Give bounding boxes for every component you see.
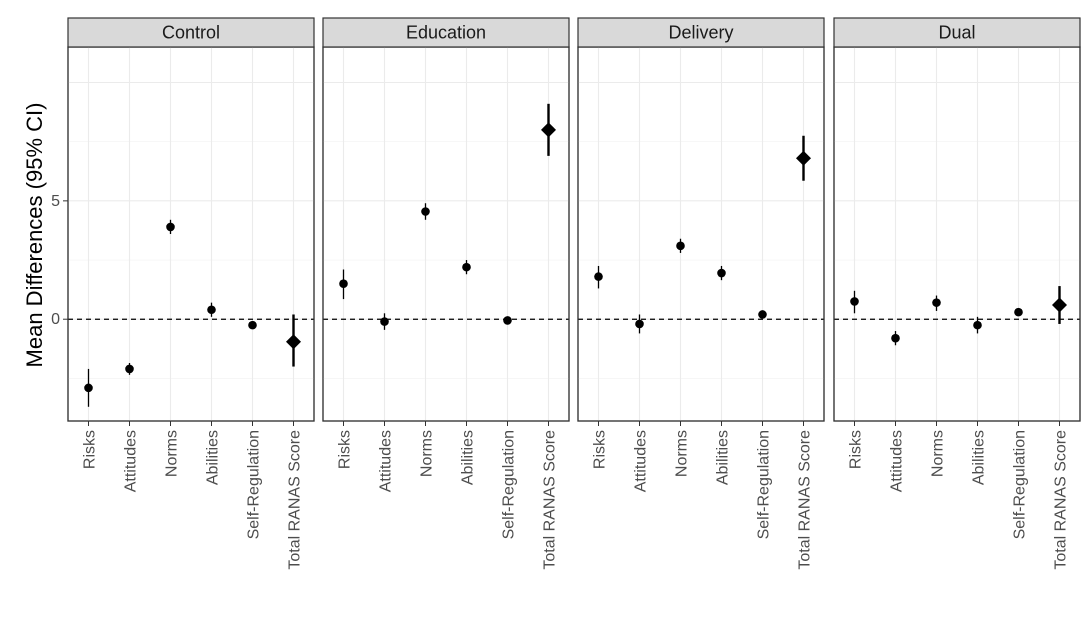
x-tick-label: Attitudes bbox=[633, 430, 650, 492]
x-tick-label: Self-Regulation bbox=[1012, 430, 1029, 539]
data-point bbox=[248, 320, 257, 330]
x-tick-label: Total RANAS Score bbox=[797, 430, 814, 570]
x-tick-label: Risks bbox=[82, 430, 99, 469]
x-tick-label: Total RANAS Score bbox=[542, 430, 559, 570]
x-tick-label: Self-Regulation bbox=[756, 430, 773, 539]
strip-label: Delivery bbox=[668, 23, 733, 43]
data-point-diamond bbox=[286, 334, 301, 350]
data-point bbox=[207, 305, 216, 315]
strip-background bbox=[833, 17, 1081, 48]
data-point-diamond bbox=[1052, 297, 1067, 313]
data-point bbox=[339, 279, 348, 289]
data-point bbox=[462, 262, 471, 272]
strip-label: Dual bbox=[938, 23, 975, 43]
data-point bbox=[758, 310, 767, 319]
x-tick-label: Total RANAS Score bbox=[287, 430, 304, 570]
data-point bbox=[635, 319, 644, 329]
x-tick-label: Norms bbox=[674, 430, 691, 477]
data-point bbox=[676, 241, 685, 251]
x-tick-label: Risks bbox=[592, 430, 609, 469]
x-tick-label: Abilities bbox=[971, 430, 988, 485]
x-tick-label: Attitudes bbox=[378, 430, 395, 492]
panel-background bbox=[833, 46, 1081, 422]
data-point bbox=[84, 383, 93, 393]
data-point-diamond bbox=[541, 122, 556, 138]
data-point bbox=[932, 298, 941, 307]
x-tick-label: Attitudes bbox=[123, 430, 140, 492]
x-tick-label: Abilities bbox=[460, 430, 477, 485]
data-point bbox=[973, 320, 982, 330]
data-point bbox=[850, 297, 859, 306]
x-tick-label: Self-Regulation bbox=[501, 430, 518, 539]
x-tick-label: Self-Regulation bbox=[246, 430, 263, 539]
strip-label: Control bbox=[162, 23, 220, 43]
strip-background bbox=[322, 17, 570, 48]
data-point-diamond bbox=[796, 150, 811, 166]
data-point bbox=[891, 333, 900, 343]
x-tick-label: Risks bbox=[337, 430, 354, 469]
data-point bbox=[166, 222, 175, 232]
y-tick-label: 0 bbox=[51, 311, 60, 328]
panel-delivery: Delivery Risks Attitudes Norms Abilities Self… bbox=[577, 17, 825, 570]
x-tick-label: Total RANAS Score bbox=[1053, 430, 1070, 570]
strip-background bbox=[577, 17, 825, 48]
x-tick-label: Attitudes bbox=[889, 430, 906, 492]
x-tick-label: Norms bbox=[419, 430, 436, 477]
panel-background bbox=[67, 46, 315, 422]
x-tick-label: Norms bbox=[164, 430, 181, 477]
data-point bbox=[380, 317, 389, 326]
x-tick-label: Abilities bbox=[715, 430, 732, 485]
panel-background bbox=[577, 46, 825, 422]
panel-background bbox=[322, 46, 570, 422]
y-tick-label: 5 bbox=[51, 193, 60, 210]
data-point bbox=[594, 272, 603, 281]
x-tick-label: Norms bbox=[930, 430, 947, 477]
data-point bbox=[503, 316, 512, 325]
panel-control: Control Risks Attitudes Norms Abilities Self-… bbox=[67, 17, 315, 570]
panel-education: Education Risks Attitudes Norms Abilities Sel… bbox=[322, 17, 570, 570]
data-point bbox=[421, 207, 430, 216]
data-point bbox=[125, 364, 134, 374]
y-axis-title: Mean Differences (95% CI) bbox=[22, 103, 47, 368]
panel-dual: Dual Risks Attitudes Norms Abilities Self-Reg… bbox=[833, 17, 1081, 570]
x-tick-label: Abilities bbox=[205, 430, 222, 485]
strip-label: Education bbox=[406, 23, 486, 43]
strip-background bbox=[67, 17, 315, 48]
data-point bbox=[717, 268, 726, 278]
x-tick-label: Risks bbox=[848, 430, 865, 469]
panels-layer: Control Risks Attitudes Norms Abilities Self-… bbox=[51, 17, 1081, 570]
data-point bbox=[1014, 307, 1023, 317]
